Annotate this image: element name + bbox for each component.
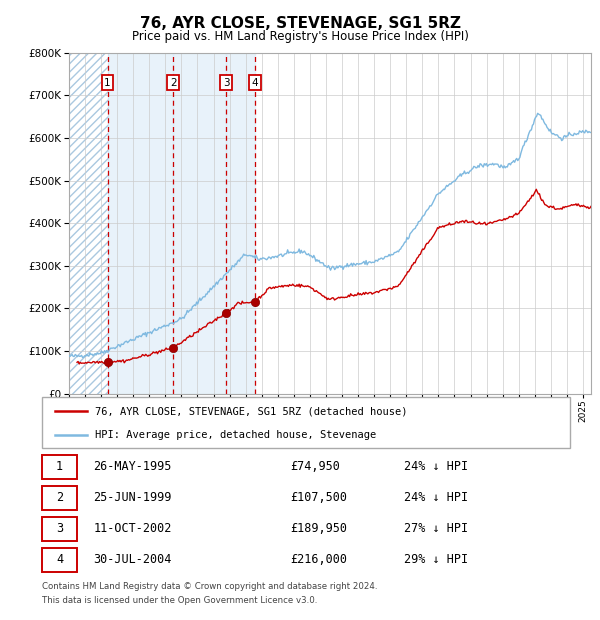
Bar: [107, 53, 173, 394]
Text: HPI: Average price, detached house, Stevenage: HPI: Average price, detached house, Stev…: [95, 430, 376, 440]
Text: 27% ↓ HPI: 27% ↓ HPI: [404, 523, 468, 535]
Bar: [173, 53, 226, 394]
Bar: [69, 53, 107, 394]
Text: 25-JUN-1999: 25-JUN-1999: [94, 492, 172, 504]
Text: 30-JUL-2004: 30-JUL-2004: [94, 554, 172, 566]
Text: Contains HM Land Registry data © Crown copyright and database right 2024.: Contains HM Land Registry data © Crown c…: [42, 582, 377, 591]
FancyBboxPatch shape: [42, 486, 77, 510]
Text: 3: 3: [56, 523, 63, 535]
Text: 3: 3: [223, 78, 229, 87]
Text: 1: 1: [104, 78, 111, 87]
Text: Price paid vs. HM Land Registry's House Price Index (HPI): Price paid vs. HM Land Registry's House …: [131, 30, 469, 43]
Text: 1: 1: [56, 461, 63, 473]
Text: 2: 2: [170, 78, 176, 87]
FancyBboxPatch shape: [42, 397, 570, 448]
Text: £74,950: £74,950: [290, 461, 340, 473]
Text: 26-MAY-1995: 26-MAY-1995: [94, 461, 172, 473]
Text: 29% ↓ HPI: 29% ↓ HPI: [404, 554, 468, 566]
Bar: [226, 53, 255, 394]
Text: 4: 4: [56, 554, 63, 566]
FancyBboxPatch shape: [42, 455, 77, 479]
Text: 11-OCT-2002: 11-OCT-2002: [94, 523, 172, 535]
FancyBboxPatch shape: [42, 517, 77, 541]
Text: £107,500: £107,500: [290, 492, 347, 504]
Text: 4: 4: [251, 78, 259, 87]
Text: 76, AYR CLOSE, STEVENAGE, SG1 5RZ: 76, AYR CLOSE, STEVENAGE, SG1 5RZ: [139, 16, 461, 30]
Text: £189,950: £189,950: [290, 523, 347, 535]
Text: This data is licensed under the Open Government Licence v3.0.: This data is licensed under the Open Gov…: [42, 596, 317, 606]
Text: 24% ↓ HPI: 24% ↓ HPI: [404, 492, 468, 504]
Text: 24% ↓ HPI: 24% ↓ HPI: [404, 461, 468, 473]
Text: £216,000: £216,000: [290, 554, 347, 566]
Text: 2: 2: [56, 492, 63, 504]
Text: 76, AYR CLOSE, STEVENAGE, SG1 5RZ (detached house): 76, AYR CLOSE, STEVENAGE, SG1 5RZ (detac…: [95, 406, 407, 416]
FancyBboxPatch shape: [42, 548, 77, 572]
